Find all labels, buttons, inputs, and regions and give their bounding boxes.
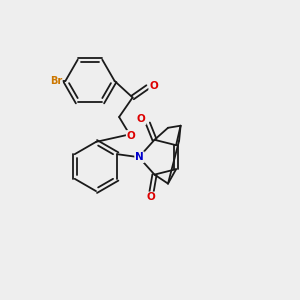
Text: N: N: [135, 152, 144, 162]
Text: Br: Br: [50, 76, 62, 86]
Text: O: O: [137, 114, 146, 124]
Text: O: O: [127, 131, 136, 141]
Text: O: O: [146, 192, 155, 203]
Text: O: O: [149, 80, 158, 91]
